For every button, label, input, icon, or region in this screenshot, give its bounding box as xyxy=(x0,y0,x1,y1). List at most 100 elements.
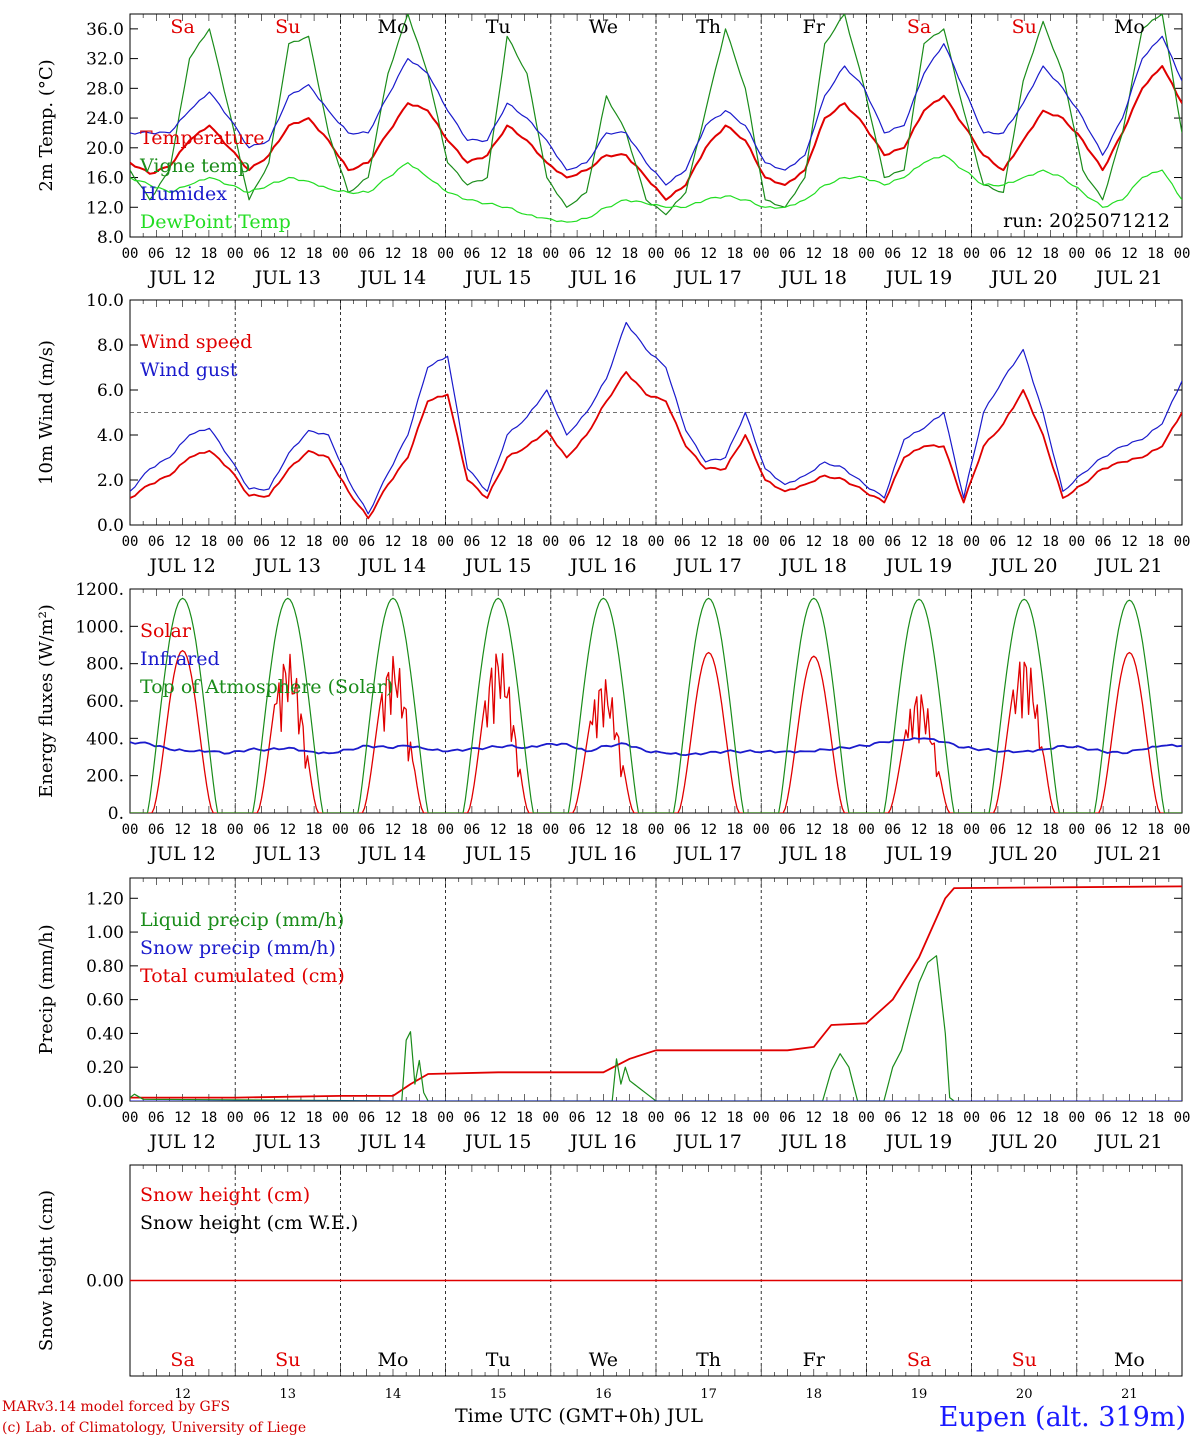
legend-entry: Top of Atmosphere (Solar) xyxy=(140,676,393,698)
hour-label: 00 xyxy=(1174,246,1191,262)
date-label: JUL 15 xyxy=(463,555,531,577)
hour-label: 12 xyxy=(595,1110,612,1126)
date-label: JUL 16 xyxy=(568,555,636,577)
hour-label: 06 xyxy=(358,1110,375,1126)
y-axis-label: Precip (mm/h) xyxy=(36,924,57,1054)
legend-entry: Vigne temp xyxy=(139,155,250,177)
date-label: JUL 14 xyxy=(358,1131,426,1153)
series-line-dewpoint-temp xyxy=(130,154,1182,223)
hour-label: 06 xyxy=(253,246,270,262)
hour-label: 12 xyxy=(385,822,402,838)
y-tick-label: 6.0 xyxy=(97,381,124,401)
y-axis-label: Energy fluxes (W/m²) xyxy=(36,604,57,798)
hour-label: 06 xyxy=(569,246,586,262)
series-group xyxy=(130,321,1182,520)
hour-label: 12 xyxy=(1121,822,1138,838)
series-line-solar xyxy=(130,649,1182,813)
hour-label: 00 xyxy=(753,246,770,262)
series-line-liquid-precip-mm-h- xyxy=(130,955,955,1101)
hour-label: 12 xyxy=(174,822,191,838)
hour-label: 12 xyxy=(1121,1110,1138,1126)
y-tick-label: 800. xyxy=(86,655,124,675)
date-label: JUL 14 xyxy=(358,555,426,577)
date-label: JUL 20 xyxy=(989,1131,1057,1153)
date-label: JUL 12 xyxy=(147,555,215,577)
hour-label: 06 xyxy=(674,822,691,838)
hour-label: 12 xyxy=(805,246,822,262)
hour-label: 18 xyxy=(1147,1110,1164,1126)
hour-label: 06 xyxy=(1095,822,1112,838)
hour-label: 00 xyxy=(227,1110,244,1126)
hour-label: 06 xyxy=(148,1110,165,1126)
hour-label: 12 xyxy=(595,246,612,262)
hour-label: 06 xyxy=(884,246,901,262)
hour-label: 18 xyxy=(516,822,533,838)
bottom-day-name: We xyxy=(589,1349,618,1371)
date-label: JUL 21 xyxy=(1094,555,1162,577)
hour-label: 06 xyxy=(358,822,375,838)
hour-label: 00 xyxy=(648,822,665,838)
hour-label: 00 xyxy=(437,1110,454,1126)
hour-label: 12 xyxy=(1121,534,1138,550)
bottom-day-number: 15 xyxy=(490,1387,507,1402)
hour-label: 18 xyxy=(937,534,954,550)
date-label: JUL 13 xyxy=(253,843,321,865)
legend-entry: Liquid precip (mm/h) xyxy=(140,909,344,931)
hour-label: 12 xyxy=(911,1110,928,1126)
hour-label: 12 xyxy=(595,822,612,838)
day-name-label: Mo xyxy=(378,16,409,38)
legend-entry: Wind gust xyxy=(140,359,238,381)
y-tick-label: 36.0 xyxy=(86,20,124,40)
series-line-infrared xyxy=(130,737,1182,756)
hour-label: 18 xyxy=(1147,822,1164,838)
hour-label: 12 xyxy=(174,534,191,550)
hour-label: 12 xyxy=(1016,822,1033,838)
y-tick-label: 10.0 xyxy=(86,291,124,311)
hour-label: 06 xyxy=(674,534,691,550)
hour-label: 00 xyxy=(542,1110,559,1126)
legend-entry: Humidex xyxy=(140,183,227,205)
date-label: JUL 20 xyxy=(989,555,1057,577)
hour-label: 12 xyxy=(385,1110,402,1126)
series-line-top-of-atmosphere-solar- xyxy=(130,597,1182,813)
bottom-day-name: Th xyxy=(696,1349,721,1371)
y-tick-label: 1000. xyxy=(75,617,124,637)
date-label: JUL 17 xyxy=(673,1131,741,1153)
legend-entry: Snow height (cm) xyxy=(140,1184,310,1206)
y-tick-label: 1200. xyxy=(75,580,124,600)
bottom-day-number: 20 xyxy=(1016,1387,1033,1402)
x-axis-title: Time UTC (GMT+0h) JUL xyxy=(455,1405,703,1427)
hour-label: 12 xyxy=(911,246,928,262)
y-tick-label: 8.0 xyxy=(97,336,124,356)
y-axis-label: 2m Temp. (°C) xyxy=(36,59,57,191)
day-name-label: We xyxy=(589,16,618,38)
hour-label: 18 xyxy=(832,246,849,262)
series-line-wind-speed xyxy=(130,371,1182,520)
model-credit-line: MARv3.14 model forced by GFS xyxy=(2,1399,231,1415)
hour-label: 12 xyxy=(174,246,191,262)
bottom-day-number: 14 xyxy=(385,1387,402,1402)
hour-label: 00 xyxy=(437,822,454,838)
date-label: JUL 15 xyxy=(463,1131,531,1153)
hour-label: 18 xyxy=(1147,246,1164,262)
bottom-day-name: Tu xyxy=(486,1349,511,1371)
date-label: JUL 17 xyxy=(673,267,741,289)
hour-label: 18 xyxy=(937,246,954,262)
panel-5: 0.00 Snow height (cm) Snow height (cm) Snow… xyxy=(36,1164,1183,1402)
series-group xyxy=(130,14,1182,223)
hour-label: 00 xyxy=(122,246,139,262)
hour-label: 18 xyxy=(621,1110,638,1126)
hour-label: 06 xyxy=(989,534,1006,550)
hour-label: 06 xyxy=(674,246,691,262)
hour-label: 00 xyxy=(963,822,980,838)
y-tick-label: 200. xyxy=(86,767,124,787)
date-label: JUL 20 xyxy=(989,843,1057,865)
date-label: JUL 12 xyxy=(147,267,215,289)
y-tick-label: 0.00 xyxy=(86,1092,124,1112)
hour-label: 00 xyxy=(332,822,349,838)
hour-label: 12 xyxy=(911,822,928,838)
y-tick-label: 1.20 xyxy=(86,889,124,909)
hour-label: 00 xyxy=(963,246,980,262)
hour-label: 18 xyxy=(1042,822,1059,838)
legend-entry: Snow height (cm W.E.) xyxy=(140,1212,358,1234)
